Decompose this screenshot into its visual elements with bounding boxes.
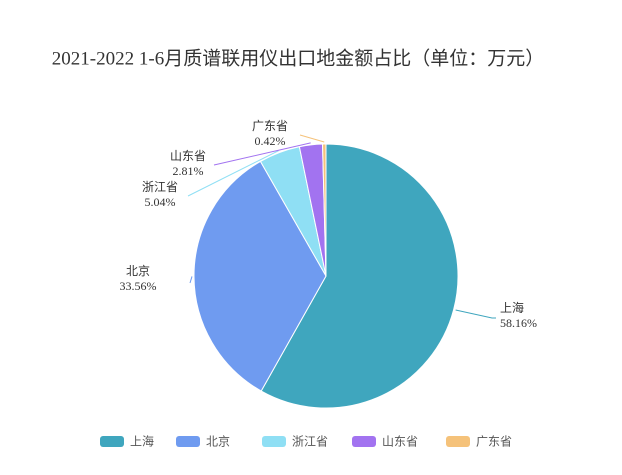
legend-swatch <box>352 436 376 447</box>
slice-value-label: 2.81% <box>173 164 204 178</box>
slice-name: 山东省 <box>170 149 206 163</box>
pie-slice <box>260 143 459 409</box>
legend-label: 浙江省 <box>292 435 328 449</box>
leader-line <box>187 150 279 197</box>
legend-swatch <box>100 436 124 447</box>
slice-value-label: 5.04% <box>145 195 176 209</box>
legend-label: 广东省 <box>476 435 512 449</box>
legend-swatch <box>262 436 286 447</box>
chart-title: 2021-2022 1-6月质谱联用仪出口地金额占比（单位：万元） <box>52 47 544 69</box>
slice-name: 北京 <box>126 264 150 278</box>
leader-line <box>213 142 311 166</box>
slice-value-label: 0.42% <box>255 134 286 148</box>
slice-name: 广东省 <box>252 119 288 133</box>
legend-label: 北京 <box>206 435 230 449</box>
slice-name: 上海 <box>500 300 524 315</box>
slice-name: 浙江省 <box>142 180 178 194</box>
legend-swatch <box>446 436 470 447</box>
legend-swatch <box>176 436 200 447</box>
leader-line <box>455 309 496 319</box>
slice-value-label: 58.16% <box>500 316 537 330</box>
leader-line <box>189 276 193 284</box>
legend-label: 上海 <box>130 434 154 449</box>
slice-value-label: 33.56% <box>120 279 157 293</box>
leader-line <box>299 134 325 143</box>
pie-slice <box>322 143 327 277</box>
legend-label: 山东省 <box>382 435 418 449</box>
